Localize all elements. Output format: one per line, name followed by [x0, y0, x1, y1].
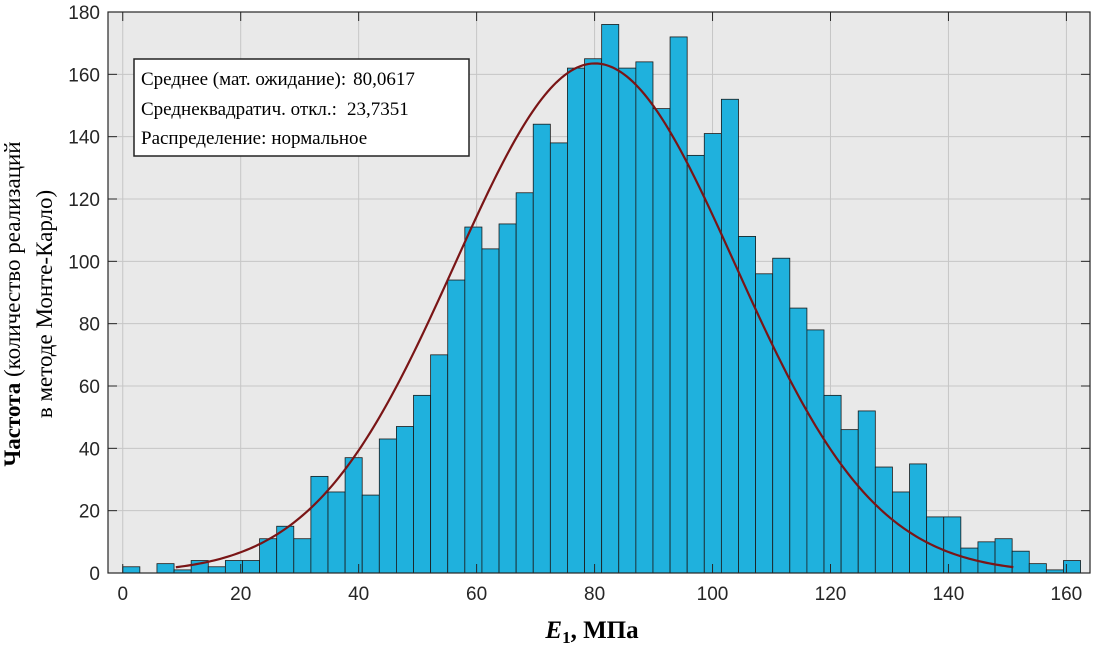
histogram-bar	[994, 538, 1013, 574]
histogram-bar	[293, 538, 312, 574]
histogram-bar	[310, 475, 329, 574]
histogram-bar	[601, 24, 620, 574]
axis-ticks: 0 20 40 60 80 100 120 140 160 0 20 40 60 80 100 120 140 1…	[68, 3, 1090, 605]
histogram-bar	[977, 541, 996, 574]
y-tick-label: 180	[68, 3, 100, 24]
plot-frame	[107, 11, 1091, 574]
histogram-bar	[396, 426, 414, 574]
stat-mean: Среднее (мат. ожидание): 80,0617	[141, 69, 415, 90]
histogram-bar	[464, 226, 483, 574]
histogram-bar	[652, 108, 671, 574]
y-tick-label: 100	[68, 252, 100, 273]
histogram-bar	[498, 223, 517, 574]
x-tick-label: 40	[348, 584, 369, 605]
x-tick-label: 160	[1051, 584, 1083, 605]
histogram-bar	[909, 463, 928, 574]
histogram-bar	[669, 36, 688, 574]
y-axis-label: Частота (количество реализаций в методе …	[0, 141, 57, 466]
stat-mean-value: 80,0617	[353, 69, 415, 90]
histogram-bar	[926, 516, 945, 574]
stats-box-frame	[133, 58, 470, 157]
histogram-bar	[122, 566, 141, 574]
histogram-bar	[823, 394, 842, 574]
histogram-bars	[122, 24, 1081, 574]
histogram-bar	[447, 279, 466, 574]
histogram-bar	[618, 67, 637, 574]
histogram-bar	[532, 123, 551, 574]
histogram-bar	[1011, 550, 1030, 574]
histogram-bar	[789, 307, 808, 574]
histogram-bar	[738, 235, 756, 574]
histogram-bar	[207, 566, 226, 574]
y-axis-label-bold: Частота	[0, 382, 25, 466]
histogram-bar	[430, 354, 449, 574]
histogram-bar	[943, 516, 962, 574]
histogram-bar	[686, 154, 705, 574]
x-tick-label: 120	[815, 584, 847, 605]
y-axis-label-line1: Частота (количество реализаций	[0, 141, 25, 466]
histogram-bar	[242, 560, 260, 574]
x-tick-label: 100	[697, 584, 729, 605]
histogram-bar	[772, 257, 791, 574]
stats-box: Среднее (мат. ожидание): 80,0617 Среднекв…	[133, 58, 470, 157]
histogram-bar	[327, 491, 346, 574]
y-axis-label-rest: (количество реализаций	[0, 141, 25, 382]
histogram-bar	[635, 61, 654, 574]
stat-distribution-label: Распределение:	[141, 128, 266, 149]
stat-std-value: 23,7351	[347, 99, 409, 120]
stat-mean-label: Среднее (мат. ожидание):	[141, 69, 346, 90]
histogram-bar	[413, 394, 432, 574]
histogram-bar	[481, 248, 500, 574]
x-tick-label: 20	[230, 584, 251, 605]
y-tick-label: 40	[79, 439, 100, 460]
histogram-bar	[344, 457, 363, 574]
histogram-bar	[840, 429, 859, 574]
histogram-bar	[584, 58, 603, 574]
y-tick-label: 160	[68, 65, 100, 86]
x-tick-label: 140	[933, 584, 965, 605]
y-axis-label-line2: в методе Монте-Карло)	[32, 190, 57, 418]
y-tick-label: 0	[89, 564, 100, 585]
histogram-bar	[567, 67, 585, 574]
y-tick-label: 80	[79, 315, 100, 336]
x-axis-label: E1, МПа	[544, 617, 639, 647]
x-axis-symbol: E	[544, 617, 562, 644]
stat-std: Среднеквадратич. откл.: 23,7351	[141, 99, 409, 120]
x-tick-label: 60	[466, 584, 487, 605]
x-axis-subscript: 1	[562, 628, 571, 647]
histogram-bar	[224, 560, 243, 574]
stat-distribution-value: нормальное	[271, 128, 367, 149]
histogram-bar	[892, 491, 910, 574]
y-tick-label: 20	[79, 502, 100, 523]
x-axis-unit: , МПа	[571, 617, 640, 644]
stat-std-label: Среднеквадратич. откл.:	[141, 99, 337, 120]
stat-distribution: Распределение: нормальное	[141, 128, 367, 149]
histogram-bar	[361, 494, 380, 574]
x-tick-label: 0	[117, 584, 128, 605]
y-tick-label: 120	[68, 190, 100, 211]
histogram-bar	[874, 466, 893, 574]
histogram-bar	[857, 410, 876, 574]
y-tick-label: 60	[79, 377, 100, 398]
histogram-bar	[378, 438, 397, 574]
histogram-bar	[755, 273, 774, 574]
histogram-bar	[156, 563, 175, 574]
histogram-bar	[806, 329, 825, 574]
histogram-bar	[515, 192, 534, 574]
histogram-bar	[1028, 563, 1047, 574]
y-tick-label: 140	[68, 128, 100, 149]
histogram-bar	[720, 98, 739, 574]
x-tick-label: 80	[584, 584, 605, 605]
normal-fit-curve	[175, 62, 1014, 569]
histogram-bar	[549, 142, 568, 574]
histogram-bar	[703, 133, 722, 574]
